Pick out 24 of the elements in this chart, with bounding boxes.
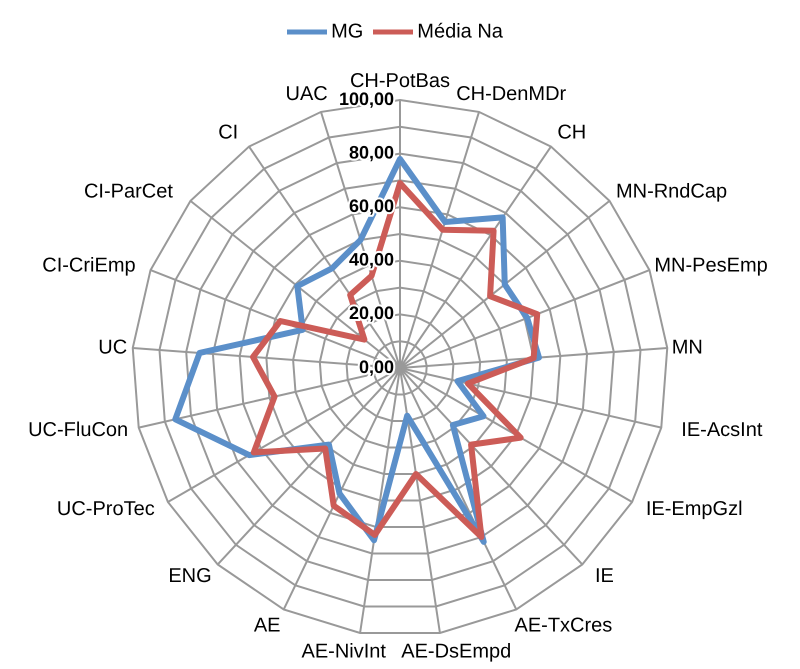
spoke-label: UC-ProTec — [56, 498, 155, 520]
spoke-label: MN-PesEmp — [654, 254, 768, 277]
spoke-label: UC — [98, 336, 128, 358]
spoke-label: CH — [557, 121, 586, 144]
y-tick-label: 80,00 — [348, 142, 394, 162]
spoke-label: CI — [218, 121, 238, 144]
spoke-label: CH-DenMDr — [456, 83, 567, 106]
legend-label: Média Na — [417, 20, 503, 42]
spoke-label: UC-FluCon — [28, 418, 128, 441]
y-tick-label: 0,00 — [358, 356, 394, 377]
spoke-label: IE-EmpGzl — [646, 498, 743, 520]
legend-label: MG — [331, 20, 364, 42]
spoke-label: IE-AcsInt — [681, 418, 763, 441]
spoke-label: CI-ParCet — [84, 180, 174, 203]
spoke-label: AE-DsEmpd — [401, 640, 512, 663]
spoke-label: MN-RndCap — [616, 180, 728, 203]
spoke-label: AE-TxCres — [514, 614, 612, 637]
spoke-label: AE — [254, 614, 281, 637]
spoke-label: AE-NivInt — [301, 640, 386, 663]
spoke-label: UAC — [286, 83, 328, 106]
spoke-label: IE — [594, 565, 614, 588]
spoke-label: CI-CriEmp — [42, 254, 136, 277]
spoke-label: MN — [672, 336, 703, 358]
spoke-label: ENG — [168, 565, 212, 588]
